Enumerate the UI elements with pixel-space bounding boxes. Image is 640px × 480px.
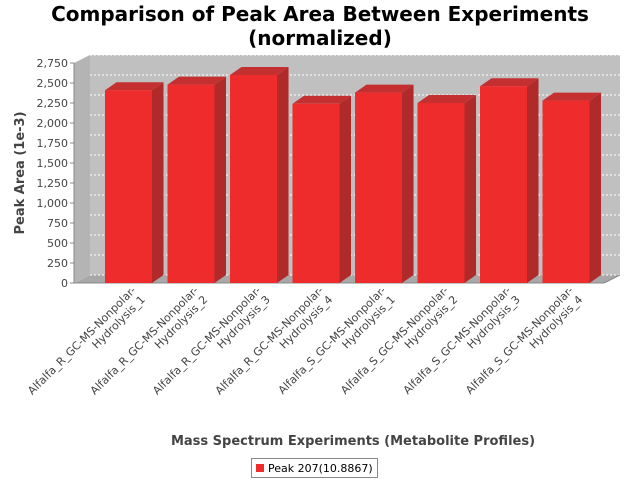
bar-top <box>542 92 602 101</box>
bar-side <box>464 95 477 283</box>
y-tick-label: 2,000 <box>37 117 69 130</box>
y-tick-label: 2,500 <box>37 77 69 90</box>
bar-side <box>589 92 602 283</box>
bar-top <box>480 78 539 87</box>
bar <box>292 103 340 283</box>
bar-top <box>105 82 164 91</box>
y-tick-label: 0 <box>61 277 68 290</box>
bar-top <box>417 95 477 103</box>
bar-top <box>167 76 227 85</box>
bar <box>480 86 527 283</box>
y-tick-label: 750 <box>47 217 68 230</box>
x-axis-title: Mass Spectrum Experiments (Metabolite Pr… <box>171 434 535 449</box>
x-tick-label-line-1: Alfalfa_R_GC-MS-Nonpolar- <box>25 284 138 397</box>
bar <box>105 90 152 283</box>
chart-title: Comparison of Peak Area Between Experime… <box>0 2 640 50</box>
bar-side <box>402 84 414 283</box>
legend-swatch <box>256 464 264 472</box>
bar <box>417 103 465 283</box>
y-tick-label: 1,500 <box>37 157 69 170</box>
y-tick-label: 1,250 <box>37 177 69 190</box>
chart-title-line-2: (normalized) <box>248 26 392 50</box>
x-axis-depth-line <box>603 274 621 284</box>
y-tick-label: 2,750 <box>37 57 69 70</box>
bar-top <box>230 67 289 75</box>
x-tick-label: Alfalfa_S_GC-MS-Nonpolar-Hydrolysis_4 <box>463 284 585 397</box>
chart-title-line-1: Comparison of Peak Area Between Experime… <box>51 2 589 26</box>
bar-top <box>292 95 352 104</box>
y-tick-label: 1,750 <box>37 137 69 150</box>
y-tick-label: 2,250 <box>37 97 69 110</box>
bar <box>230 75 277 283</box>
plot-side-wall <box>74 55 90 283</box>
bar <box>542 100 590 283</box>
bar-side <box>527 78 539 283</box>
bar <box>167 84 215 283</box>
y-tick-label: 250 <box>47 257 68 270</box>
legend: Peak 207(10.8867) <box>251 458 378 478</box>
y-tick-label: 500 <box>47 237 68 250</box>
bar-side <box>339 95 352 283</box>
legend-label: Peak 207(10.8867) <box>268 461 373 475</box>
bar-side <box>152 82 164 283</box>
bar-top <box>355 84 414 93</box>
bar <box>355 92 402 283</box>
bar-side <box>277 67 289 283</box>
y-axis-title: Peak Area (1e-3) <box>13 111 28 234</box>
bar-side <box>214 76 227 283</box>
y-tick-label: 1,000 <box>37 197 69 210</box>
